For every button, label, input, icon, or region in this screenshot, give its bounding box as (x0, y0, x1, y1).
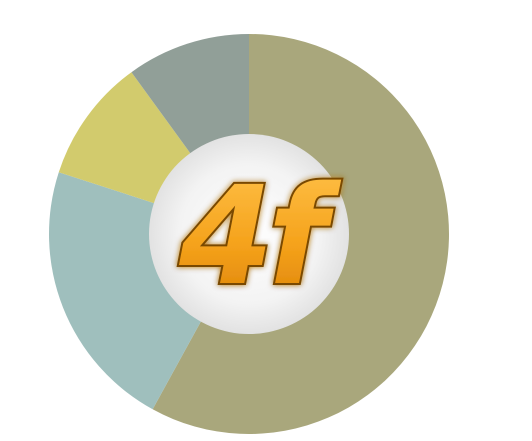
logo-icon: 4f (176, 156, 350, 318)
logo-text: 4f (178, 158, 342, 316)
center-hub (149, 134, 349, 334)
